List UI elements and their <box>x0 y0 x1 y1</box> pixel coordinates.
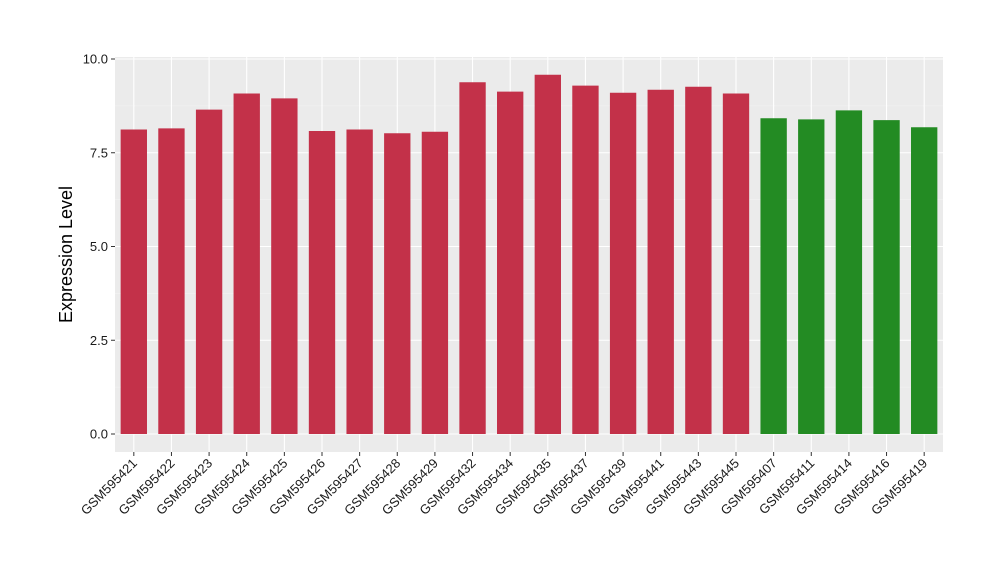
bar-GSM595435 <box>534 74 561 434</box>
bar-GSM595424 <box>233 93 260 434</box>
bar-GSM595439 <box>609 92 637 434</box>
bar-GSM595443 <box>685 86 712 434</box>
y-tick-label: 0.0 <box>90 427 108 442</box>
bar-GSM595437 <box>572 85 599 434</box>
bars <box>120 74 938 434</box>
bar-GSM595423 <box>195 109 223 434</box>
bar-GSM595426 <box>308 131 336 434</box>
bar-GSM595429 <box>421 131 449 434</box>
bar-GSM595414 <box>835 110 863 434</box>
bar-GSM595421 <box>120 129 147 434</box>
bar-GSM595411 <box>798 119 825 434</box>
y-axis-title: Expression Level <box>56 186 76 323</box>
bar-GSM595407 <box>760 118 787 434</box>
y-tick-label: 7.5 <box>90 145 108 160</box>
bar-GSM595434 <box>497 91 524 434</box>
y-tick-label: 2.5 <box>90 333 108 348</box>
bar-GSM595427 <box>346 129 373 434</box>
bar-GSM595428 <box>384 133 411 434</box>
bar-GSM595419 <box>911 127 938 434</box>
x-axis: GSM595421GSM595422GSM595423GSM595424GSM5… <box>78 452 930 518</box>
bar-GSM595422 <box>158 128 185 434</box>
bar-GSM595441 <box>647 89 674 434</box>
y-axis: 0.0 2.5 5.0 7.5 10.0 <box>83 52 115 442</box>
bar-GSM595432 <box>459 82 486 434</box>
y-tick-label: 5.0 <box>90 239 108 254</box>
bar-GSM595425 <box>271 98 298 434</box>
y-tick-label: 10.0 <box>83 52 108 67</box>
bar-GSM595445 <box>722 93 750 434</box>
bar-GSM595416 <box>873 120 900 434</box>
